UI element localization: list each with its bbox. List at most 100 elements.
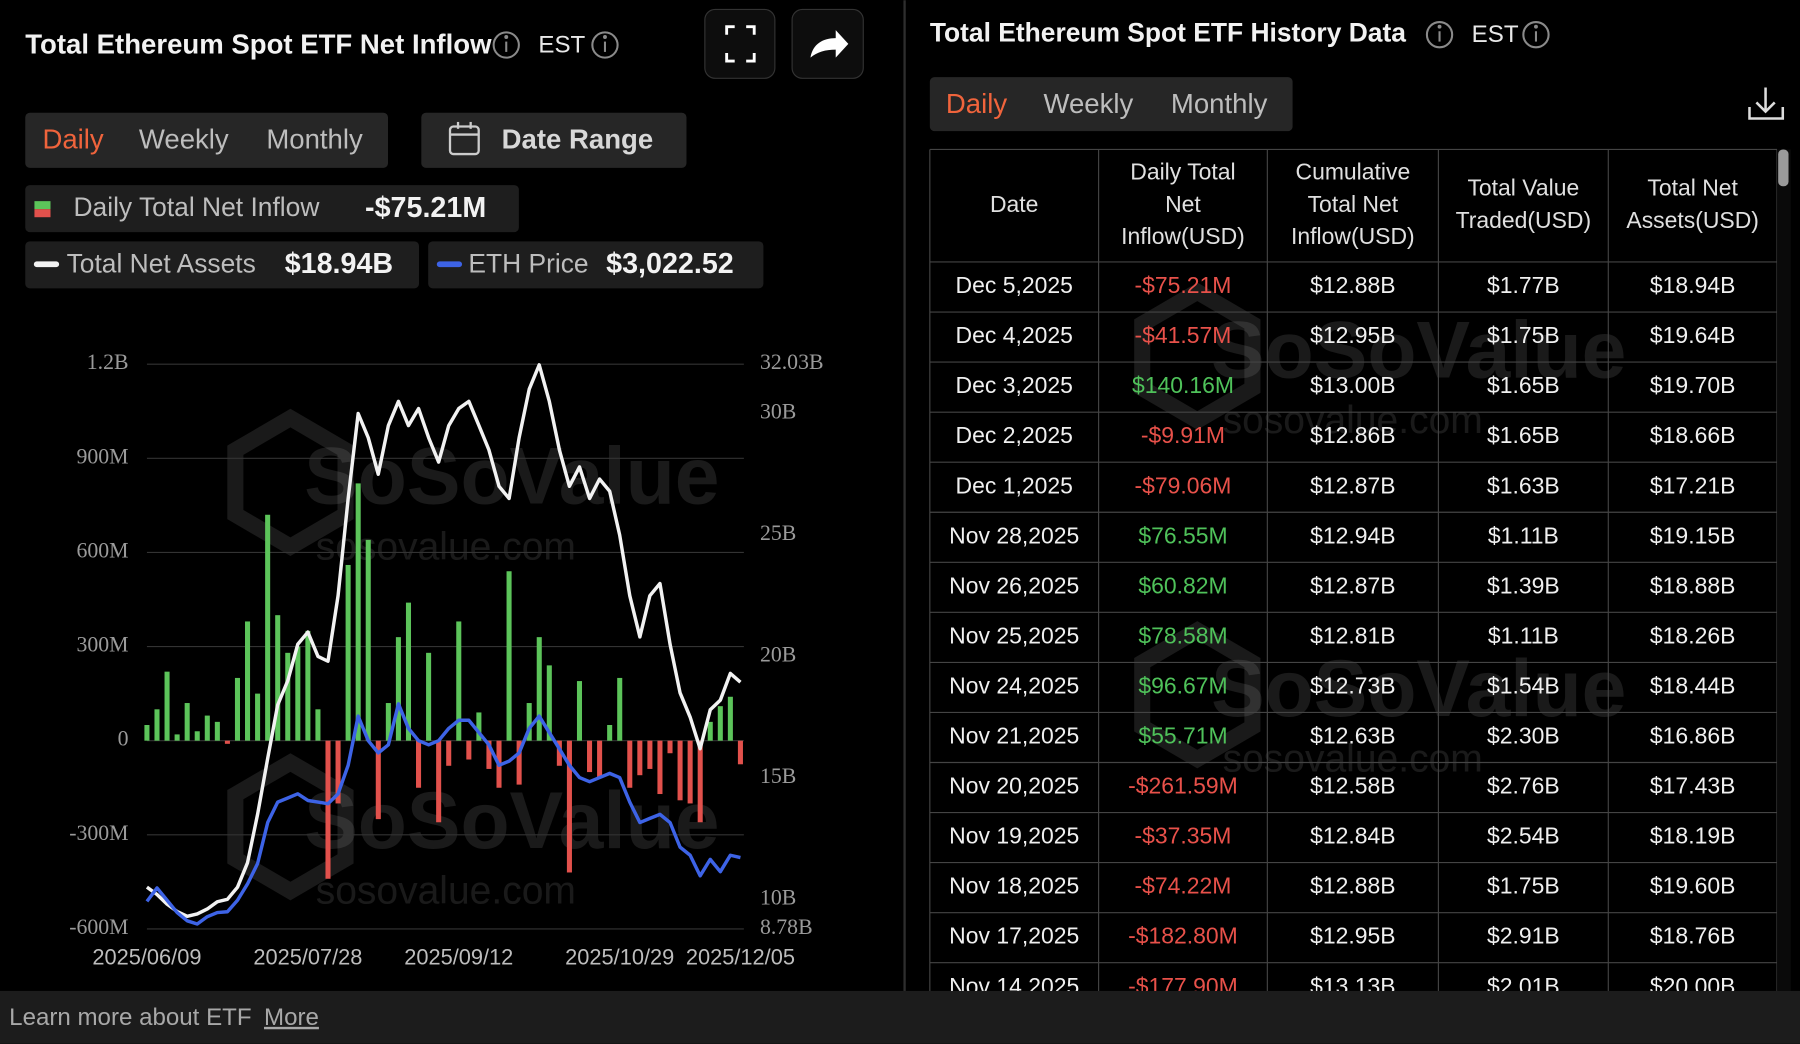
bar [405, 602, 412, 741]
date-range-label[interactable]: Date Range [502, 124, 654, 155]
bar [174, 734, 180, 741]
table-cell: Nov 24,2025 [949, 672, 1079, 698]
table-cell: -$9.91M [1141, 422, 1225, 448]
bar [466, 740, 472, 760]
bar [486, 740, 492, 769]
bar [667, 740, 673, 754]
tab-weekly[interactable]: Weekly [1043, 88, 1133, 119]
y-tick-label: 1.2B [87, 350, 129, 374]
table-cell: $1.65B [1487, 422, 1560, 448]
bar [536, 637, 542, 741]
column-header: Daily Total [1130, 159, 1235, 185]
bar [637, 740, 643, 776]
info-icon[interactable] [1522, 21, 1550, 49]
column-header: Inflow(USD) [1121, 223, 1245, 249]
table-cell: $1.39B [1487, 572, 1560, 598]
bar [144, 724, 150, 741]
table-cell: $12.95B [1310, 322, 1395, 348]
bar [617, 677, 623, 741]
table-cell: $18.26B [1650, 622, 1735, 648]
x-tick-label: 2025/10/29 [565, 945, 674, 970]
bar [275, 615, 281, 741]
legend-box [428, 241, 764, 289]
table-cell: $55.71M [1138, 723, 1227, 749]
bar [395, 637, 401, 741]
watermark-logo [1134, 282, 1261, 430]
bar [677, 740, 683, 801]
footer-link[interactable]: More [264, 1004, 319, 1031]
x-tick-label: 2025/07/28 [253, 945, 362, 970]
bar [707, 721, 713, 741]
bar [737, 740, 743, 765]
footer-text: Learn more about ETF [9, 1004, 251, 1031]
table-cell: $78.58M [1138, 622, 1227, 648]
y-tick-label: 0 [118, 727, 129, 751]
panel-title: Total Ethereum Spot ETF History Data [930, 18, 1406, 48]
tab-monthly[interactable]: Monthly [1171, 88, 1268, 119]
bar [214, 721, 220, 741]
bar [436, 740, 442, 823]
table-cell: Nov 20,2025 [949, 773, 1079, 799]
legend-label: Total Net Assets [67, 248, 256, 278]
tab-monthly[interactable]: Monthly [266, 124, 363, 155]
table-cell: $96.67M [1138, 672, 1227, 698]
y2-tick-label: 20B [760, 642, 796, 666]
tab-weekly[interactable]: Weekly [139, 124, 229, 155]
bar [607, 724, 613, 741]
scrollbar-thumb[interactable] [1778, 149, 1789, 187]
bar [546, 665, 552, 741]
watermark: sosovalue.com [1223, 738, 1483, 781]
bar [446, 740, 452, 766]
table-cell: $2.01B [1487, 973, 1560, 999]
table-cell: $76.55M [1138, 522, 1227, 548]
tab-daily[interactable]: Daily [42, 124, 103, 155]
bar [597, 740, 603, 779]
table-cell: -$41.57M [1135, 322, 1232, 348]
table-cell: $19.70B [1650, 372, 1735, 398]
bar [224, 740, 230, 744]
table-cell: Dec 1,2025 [956, 472, 1073, 498]
date-range-button[interactable]: Date Range [421, 112, 687, 168]
table-cell: $1.63B [1487, 472, 1560, 498]
table-cell: -$75.21M [1135, 272, 1232, 298]
table-cell: $18.88B [1650, 572, 1735, 598]
y2-tick-label: 10B [760, 885, 796, 909]
share-button[interactable] [791, 8, 864, 79]
fullscreen-button[interactable] [704, 8, 776, 79]
bar [647, 740, 653, 769]
history-table: SoSoValuesosovalue.comSoSoValuesosovalue… [929, 148, 1778, 999]
bar [234, 677, 240, 741]
table-cell: $1.11B [1488, 622, 1559, 648]
table-cell: $12.95B [1310, 923, 1395, 949]
timezone: EST [1472, 21, 1519, 48]
table-cell: Dec 3,2025 [956, 372, 1073, 398]
table-cell: $12.87B [1310, 572, 1395, 598]
table-cell: $2.54B [1487, 823, 1560, 849]
timezone: EST [538, 32, 585, 59]
table-cell: $19.60B [1650, 873, 1735, 899]
table-cell: $1.11B [1488, 522, 1559, 548]
info-icon[interactable] [1425, 21, 1454, 49]
info-icon[interactable] [492, 31, 520, 59]
tab-daily[interactable]: Daily [946, 88, 1007, 119]
column-header: Assets(USD) [1626, 207, 1759, 233]
table-cell: Nov 14,2025 [949, 973, 1079, 999]
y-tick-label: 600M [76, 538, 128, 562]
table-cell: -$261.59M [1128, 773, 1238, 799]
table-cell: $13.00B [1310, 372, 1395, 398]
line [145, 363, 742, 919]
download-button[interactable] [1748, 87, 1785, 120]
watermark: sosovalue.com [316, 525, 576, 568]
table-cell: Nov 19,2025 [949, 823, 1079, 849]
bar [305, 630, 311, 741]
y-tick-label: -600M [69, 915, 128, 939]
y2-tick-label: 8.78B [760, 915, 813, 939]
bar [506, 571, 512, 741]
bar [164, 671, 170, 741]
x-tick-label: 2025/12/05 [686, 945, 795, 970]
table-cell: $18.76B [1650, 923, 1735, 949]
info-icon[interactable] [591, 31, 619, 59]
bar [556, 740, 562, 766]
table-cell: $1.75B [1487, 322, 1560, 348]
